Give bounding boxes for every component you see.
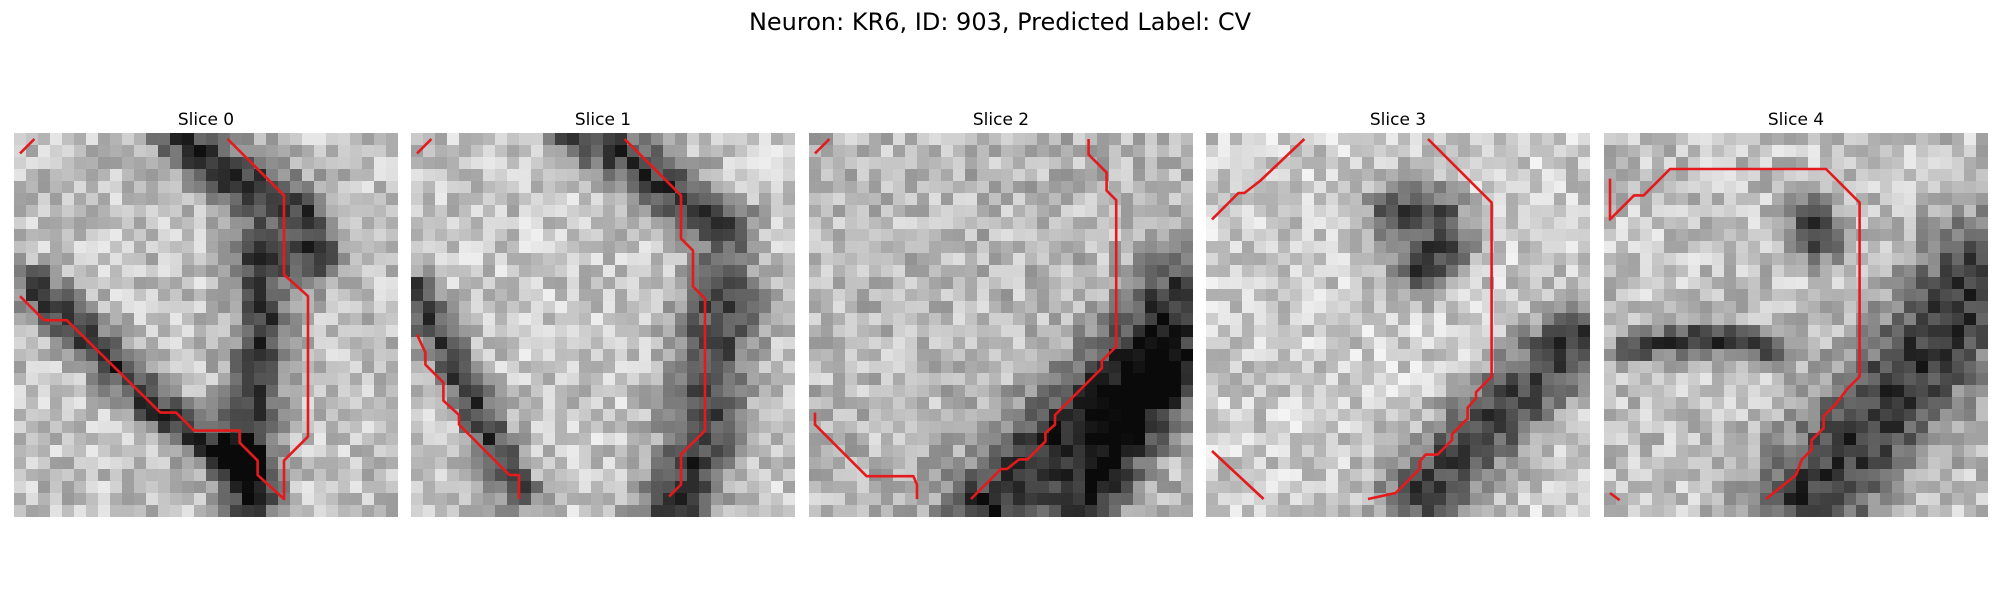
slice-image [1206, 133, 1590, 517]
slice-title: Slice 4 [1767, 110, 1825, 130]
contour-line [623, 138, 707, 498]
contour-line [1211, 138, 1306, 221]
slice-panel-0: Slice 0 [14, 108, 398, 517]
contour-line [1609, 491, 1621, 502]
contour-line [19, 138, 36, 155]
slice-title: Slice 0 [177, 110, 235, 130]
pixel-grid [1604, 133, 1988, 517]
slice-image [1604, 133, 1988, 517]
contour-line [970, 139, 1118, 500]
slice-panel-3: Slice 3 [1206, 108, 1590, 517]
contour-line [416, 138, 433, 155]
slice-image [411, 133, 795, 517]
slice-title: Slice 1 [574, 110, 632, 130]
slice-panel-2: Slice 2 [809, 108, 1193, 517]
contour-line [415, 334, 521, 499]
pixel-grid [809, 133, 1193, 517]
contour-line [1211, 450, 1265, 500]
contour-line [1608, 167, 1861, 501]
contour-line [813, 412, 919, 499]
pixel-grid [411, 133, 795, 517]
slice-title: Slice 2 [972, 110, 1030, 130]
slice-image [809, 133, 1193, 517]
contour-line [19, 138, 310, 501]
figure-title: Neuron: KR6, ID: 903, Predicted Label: C… [748, 8, 1252, 36]
pixel-grid [1206, 133, 1590, 517]
contour-line [814, 138, 831, 155]
slice-panel-1: Slice 1 [411, 108, 795, 517]
pixel-grid [14, 133, 398, 517]
slice-panel-4: Slice 4 [1604, 108, 1988, 517]
slice-title: Slice 3 [1369, 110, 1427, 130]
contour-line [1367, 138, 1493, 501]
slice-image [14, 133, 398, 517]
